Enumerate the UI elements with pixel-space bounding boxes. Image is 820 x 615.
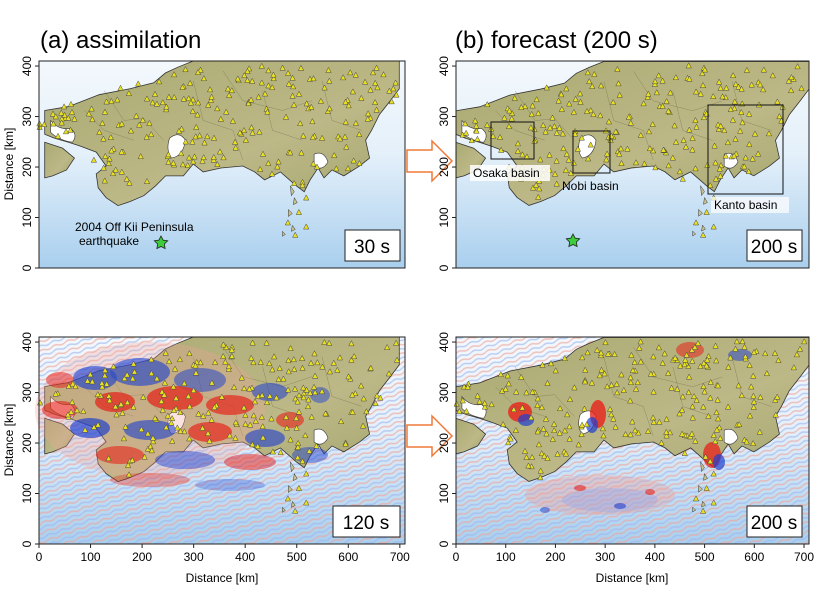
y-tick-label: 100 — [20, 483, 34, 503]
x-tick-label: 100 — [496, 550, 516, 564]
x-tick-label: 500 — [695, 550, 715, 564]
y-tick-label: 0 — [20, 540, 34, 547]
x-tick-label: 600 — [338, 550, 358, 564]
x-tick-label: 400 — [235, 550, 255, 564]
assimilation-header: (a) assimilation — [40, 27, 201, 54]
osaka-basin-label: Osaka basin — [473, 166, 540, 180]
arrow-right-bottom — [406, 414, 454, 458]
x-tick-label: 0 — [453, 550, 460, 564]
y-tick-label: 0 — [20, 264, 34, 271]
y-tick-label: 400 — [437, 332, 451, 352]
x-tick-label: 200 — [545, 550, 565, 564]
time-label-top-left: 30 s — [354, 237, 390, 258]
y-tick-label: 200 — [437, 157, 451, 177]
y-tick-label: 300 — [437, 106, 451, 126]
y-tick-label: 400 — [437, 56, 451, 76]
y-axis-bottom-left: 0 100 200 300 400 — [20, 332, 39, 547]
xlabel-left: Distance [km] — [186, 571, 259, 585]
x-tick-label: 600 — [744, 550, 764, 564]
epicenter-star — [565, 233, 581, 248]
nobi-basin-label: Nobi basin — [562, 179, 619, 193]
panel-forecast-200s-top: Osaka basin Nobi basin Kanto basin 200 s — [455, 60, 810, 269]
panel-assimilation-120s: 120 s — [35, 336, 406, 545]
y-tick-label: 0 — [437, 264, 451, 271]
x-tick-label: 700 — [390, 550, 410, 564]
x-tick-label: 200 — [132, 550, 152, 564]
y-axis-bottom-right: 0 100 200 300 400 — [437, 332, 456, 547]
epicenter-star — [153, 235, 169, 250]
y-axis-top-left: 0 100 200 300 400 — [20, 56, 39, 271]
x-tick-label: 500 — [287, 550, 307, 564]
y-axis-top-right: 0 100 200 300 400 — [437, 56, 456, 271]
earthquake-label-line2: earthquake — [79, 234, 139, 248]
x-tick-label: 100 — [81, 550, 101, 564]
x-tick-label: 400 — [645, 550, 665, 564]
y-tick-label: 100 — [20, 207, 34, 227]
forecast-header: (b) forecast (200 s) — [455, 27, 658, 54]
x-tick-label: 700 — [794, 550, 814, 564]
y-tick-label: 0 — [437, 540, 451, 547]
earthquake-label-line1: 2004 Off Kii Peninsula — [75, 220, 194, 234]
y-tick-label: 200 — [20, 433, 34, 453]
kanto-basin-box — [707, 104, 784, 195]
time-badge — [746, 229, 803, 262]
time-badge — [344, 229, 401, 262]
y-tick-label: 200 — [20, 157, 34, 177]
osaka-basin-box — [490, 121, 535, 160]
x-axis-left: 0 100 200 300 400 500 600 700 — [36, 544, 410, 564]
kanto-basin-label: Kanto basin — [714, 198, 777, 212]
ylabel-top: Distance [km] — [2, 128, 16, 201]
time-label-bottom-right: 200 s — [751, 513, 797, 534]
y-tick-label: 300 — [437, 382, 451, 402]
panel-assimilation-30s: 2004 Off Kii Peninsula earthquake 30 s — [36, 60, 406, 269]
y-tick-label: 400 — [20, 56, 34, 76]
x-axis-right: 0 100 200 300 400 500 600 700 — [453, 544, 814, 564]
x-tick-label: 300 — [184, 550, 204, 564]
time-label-top-right: 200 s — [751, 237, 797, 258]
y-tick-label: 100 — [437, 483, 451, 503]
y-tick-label: 300 — [20, 106, 34, 126]
x-tick-label: 0 — [36, 550, 43, 564]
y-tick-label: 200 — [437, 433, 451, 453]
arrow-right-top — [406, 139, 454, 183]
nobi-basin-box — [572, 130, 611, 174]
time-badge — [746, 505, 803, 538]
xlabel-right: Distance [km] — [596, 571, 669, 585]
x-tick-label: 300 — [595, 550, 615, 564]
y-tick-label: 100 — [437, 207, 451, 227]
panel-forecast-200s-bottom: 200 s — [453, 336, 810, 545]
y-tick-label: 400 — [20, 332, 34, 352]
time-label-bottom-left: 120 s — [343, 513, 389, 534]
time-badge — [332, 505, 401, 538]
y-tick-label: 300 — [20, 382, 34, 402]
ylabel-bottom: Distance [km] — [2, 404, 16, 477]
